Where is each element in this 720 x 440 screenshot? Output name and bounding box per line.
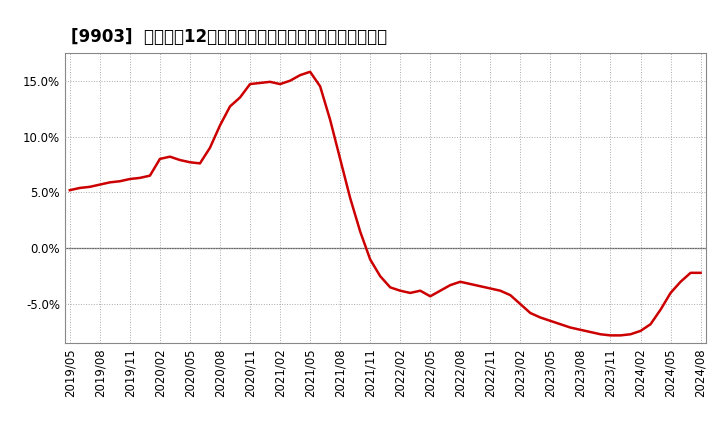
Text: [9903]  売上高の12か月移動合計の対前年同期増減率の推移: [9903] 売上高の12か月移動合計の対前年同期増減率の推移 [71,28,387,46]
